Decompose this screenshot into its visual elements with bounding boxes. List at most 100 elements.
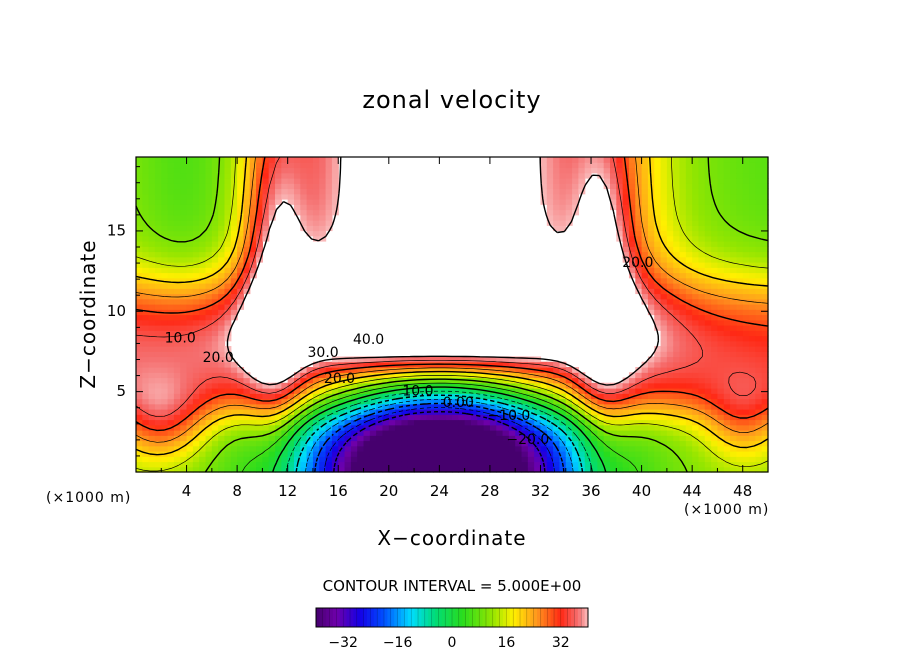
colorbar-swatch — [520, 608, 524, 627]
field-cell — [180, 361, 188, 368]
colorbar-swatch — [438, 608, 443, 627]
field-cell — [256, 172, 263, 179]
field-cell — [268, 409, 276, 415]
field-cell — [186, 157, 194, 163]
field-cell — [192, 314, 200, 321]
field-cell — [597, 398, 605, 405]
field-cell — [553, 361, 561, 368]
field-cell — [717, 424, 725, 431]
field-cell — [243, 157, 251, 163]
field-cell — [685, 367, 693, 373]
field-cell — [142, 367, 150, 373]
field-cell — [319, 435, 327, 442]
field-cell — [186, 183, 194, 190]
field-cell — [666, 361, 674, 368]
field-cell — [148, 388, 156, 394]
field-cell — [610, 451, 617, 457]
field-cell — [237, 445, 245, 452]
field-cell — [458, 388, 466, 394]
field-cell — [388, 451, 396, 457]
field-cell — [199, 214, 207, 221]
field-cell — [578, 409, 586, 415]
field-cell — [755, 319, 763, 326]
field-cell — [711, 262, 719, 268]
colorbar-swatch — [418, 608, 422, 627]
field-cell — [363, 461, 371, 468]
field-cell — [572, 199, 579, 205]
field-cell — [704, 356, 712, 363]
field-cell — [761, 346, 769, 352]
field-cell — [319, 220, 327, 226]
field-cell — [553, 157, 561, 163]
field-cell — [205, 277, 213, 284]
field-cell — [205, 340, 213, 347]
field-cell — [268, 419, 276, 426]
field-cell — [452, 466, 459, 473]
field-cell — [211, 367, 219, 373]
field-cell — [692, 330, 700, 337]
field-cell — [395, 367, 403, 373]
field-cell — [717, 193, 725, 200]
field-cell — [173, 440, 181, 447]
field-cell — [224, 325, 232, 331]
field-cell — [622, 183, 630, 190]
field-cell — [319, 183, 327, 190]
field-cell — [685, 256, 693, 263]
field-cell — [692, 262, 700, 268]
field-cell — [704, 298, 712, 305]
field-cell — [622, 414, 630, 421]
colorbar-tick-label: −32 — [328, 635, 358, 651]
field-cell — [312, 167, 320, 174]
field-cell — [673, 382, 681, 389]
field-cell — [256, 435, 263, 442]
field-cell — [502, 388, 510, 394]
field-cell — [180, 356, 188, 363]
field-cell — [464, 419, 472, 426]
field-cell — [376, 382, 384, 389]
field-cell — [641, 220, 649, 226]
field-cell — [647, 388, 655, 394]
field-cell — [306, 398, 314, 405]
field-cell — [142, 293, 150, 300]
y-tick-label: 5 — [116, 382, 126, 400]
field-cell — [237, 209, 245, 216]
field-cell — [572, 382, 579, 389]
field-cell — [742, 235, 750, 242]
field-cell — [319, 393, 327, 400]
field-cell — [161, 277, 169, 284]
field-cell — [660, 157, 668, 163]
field-cell — [161, 199, 169, 205]
field-cell — [483, 393, 491, 400]
field-cell — [635, 409, 643, 415]
field-cell — [136, 199, 143, 205]
field-cell — [192, 209, 200, 216]
field-cell — [654, 414, 662, 421]
field-cell — [287, 430, 295, 436]
field-cell — [224, 225, 232, 232]
field-cell — [243, 382, 251, 389]
field-cell — [711, 251, 719, 258]
x-tick-label: 24 — [430, 482, 449, 500]
field-cell — [287, 172, 295, 179]
field-cell — [230, 193, 238, 200]
field-cell — [685, 466, 693, 473]
colorbar-swatch — [537, 608, 541, 627]
field-cell — [401, 382, 409, 389]
field-cell — [148, 293, 156, 300]
field-cell — [344, 456, 352, 463]
field-cell — [464, 409, 472, 415]
field-cell — [452, 424, 459, 431]
field-cell — [230, 199, 238, 205]
field-cell — [660, 288, 668, 295]
field-cell — [660, 178, 668, 184]
field-cell — [161, 157, 169, 163]
colorbar-swatch — [489, 608, 494, 627]
field-cell — [736, 335, 744, 342]
field-cell — [597, 414, 605, 421]
field-cell — [306, 204, 314, 211]
field-cell — [136, 293, 143, 300]
field-cell — [723, 241, 731, 247]
field-cell — [173, 466, 181, 473]
field-cell — [237, 466, 245, 473]
field-cell — [224, 309, 232, 316]
